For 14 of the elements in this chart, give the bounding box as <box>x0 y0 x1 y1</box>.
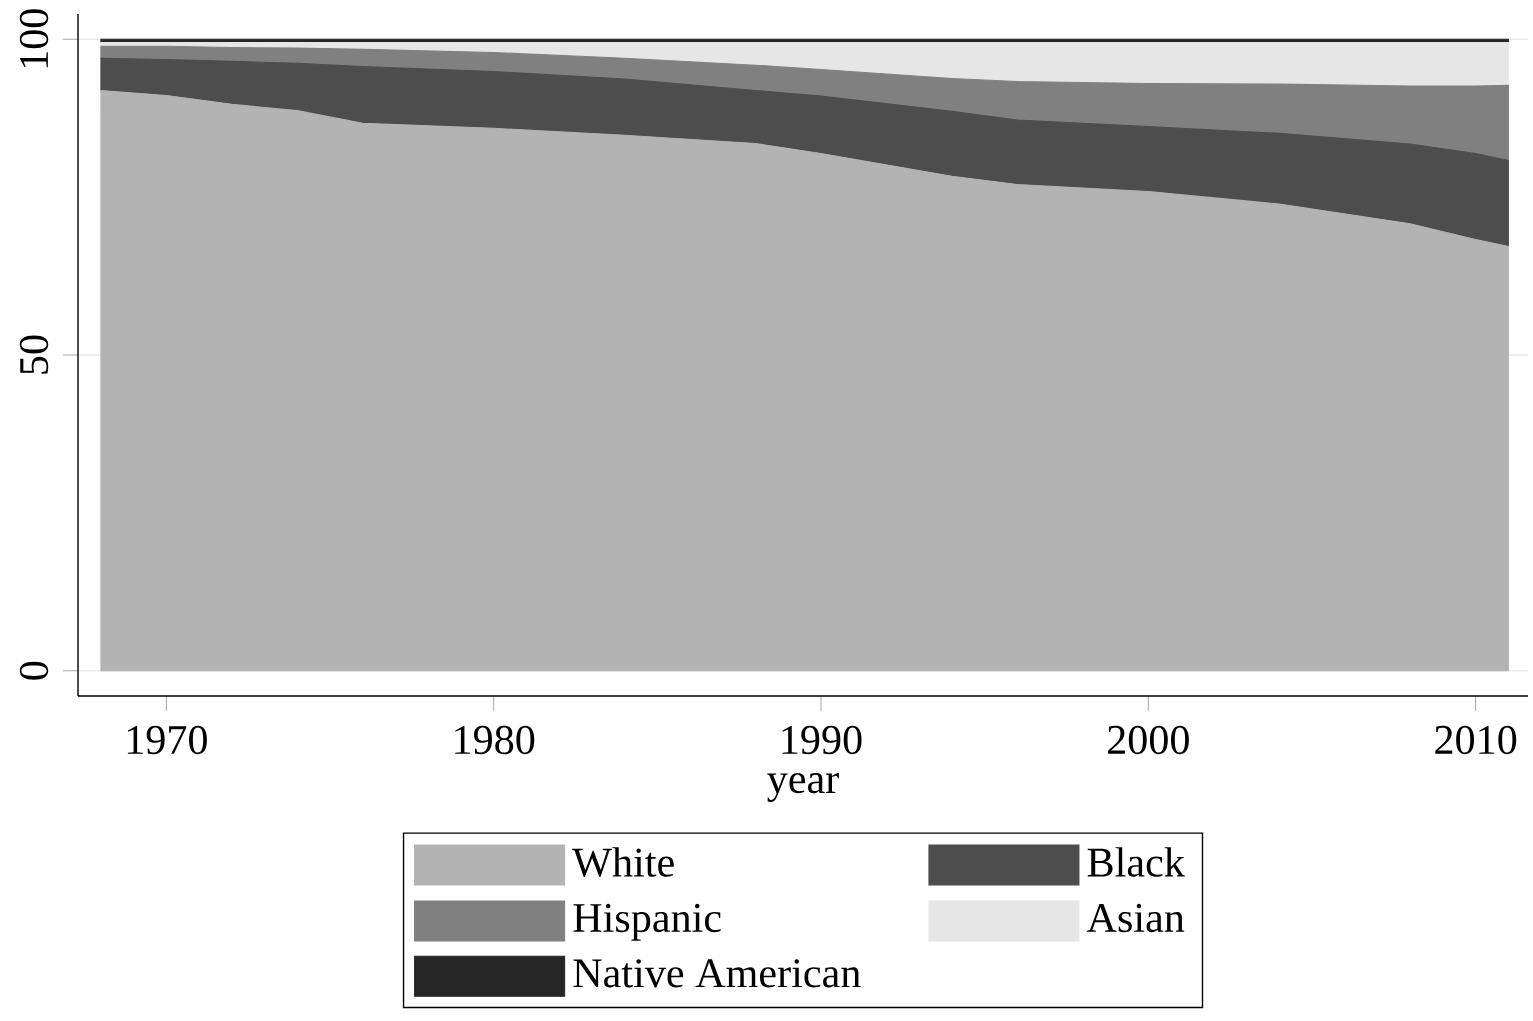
x-tick-label: 1970 <box>127 725 207 755</box>
x-tick-label: 2010 <box>1435 725 1517 755</box>
x-axis-title: year <box>767 773 839 803</box>
legend-label: Native American <box>573 959 861 988</box>
legend-label: Hispanic <box>573 903 721 941</box>
legend-label: White <box>572 847 674 878</box>
x-tick-label: 2000 <box>1108 725 1189 755</box>
y-tick-label: 0 <box>19 661 49 680</box>
x-tick-label: 1980 <box>455 725 535 755</box>
y-tick-label: 50 <box>19 335 49 374</box>
y-tick-label: 100 <box>19 9 49 68</box>
legend-label: Black <box>1087 847 1185 877</box>
legend-label: Asian <box>1086 903 1185 933</box>
x-tick-label: 1990 <box>782 725 862 755</box>
